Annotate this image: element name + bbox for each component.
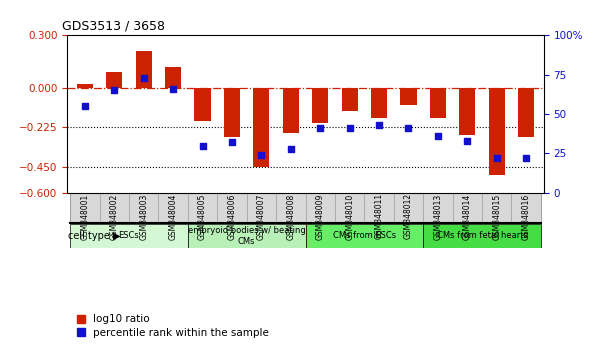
Point [109, 88, 119, 93]
Point [197, 143, 207, 148]
Point [492, 155, 502, 161]
Text: GSM348011: GSM348011 [375, 193, 384, 239]
Text: GSM348002: GSM348002 [110, 193, 119, 240]
Text: CMs from fetal hearts: CMs from fetal hearts [437, 232, 527, 240]
Text: ESCs: ESCs [119, 232, 139, 240]
Point [521, 155, 531, 161]
Text: GSM348006: GSM348006 [227, 193, 236, 240]
Text: GSM348012: GSM348012 [404, 193, 413, 239]
Bar [459, 88, 475, 135]
Text: GSM348004: GSM348004 [169, 193, 178, 240]
Bar [106, 72, 122, 88]
Legend: log10 ratio, percentile rank within the sample: log10 ratio, percentile rank within the … [73, 310, 273, 342]
Bar [518, 88, 534, 137]
Text: GSM348013: GSM348013 [433, 193, 442, 240]
Bar [254, 88, 269, 166]
Bar [400, 88, 417, 105]
Bar [70, 193, 541, 223]
Point [80, 103, 90, 109]
Point [404, 125, 414, 131]
Bar [306, 224, 423, 248]
Text: GSM348008: GSM348008 [287, 193, 295, 240]
Bar [430, 88, 446, 118]
Bar [283, 88, 299, 133]
Text: embryoid bodies w/ beating
CMs: embryoid bodies w/ beating CMs [188, 226, 306, 246]
Text: GDS3513 / 3658: GDS3513 / 3658 [62, 20, 166, 33]
Bar [77, 84, 93, 88]
Text: CMs from ESCs: CMs from ESCs [333, 232, 396, 240]
Bar [70, 224, 188, 248]
Text: GSM348003: GSM348003 [139, 193, 148, 240]
Text: GSM348015: GSM348015 [492, 193, 501, 240]
Bar [165, 67, 181, 88]
Point [227, 139, 237, 145]
Point [315, 125, 325, 131]
Bar [194, 88, 211, 121]
Bar [342, 88, 357, 110]
Point [374, 122, 384, 128]
Point [257, 152, 266, 158]
Text: GSM348016: GSM348016 [522, 193, 530, 240]
Bar [188, 224, 306, 248]
Text: GSM348014: GSM348014 [463, 193, 472, 240]
Bar [489, 88, 505, 175]
Bar [136, 51, 152, 88]
Point [139, 75, 148, 81]
Bar [423, 224, 541, 248]
Bar [224, 88, 240, 137]
Point [463, 138, 472, 144]
Text: GSM348005: GSM348005 [198, 193, 207, 240]
Point [286, 146, 296, 152]
Text: GSM348007: GSM348007 [257, 193, 266, 240]
Point [345, 125, 354, 131]
Text: GSM348001: GSM348001 [81, 193, 89, 240]
Text: cell type ▶: cell type ▶ [68, 231, 120, 241]
Point [433, 133, 443, 139]
Text: GSM348010: GSM348010 [345, 193, 354, 240]
Bar [312, 88, 328, 123]
Text: GSM348009: GSM348009 [316, 193, 324, 240]
Point [168, 86, 178, 92]
Bar [371, 88, 387, 118]
